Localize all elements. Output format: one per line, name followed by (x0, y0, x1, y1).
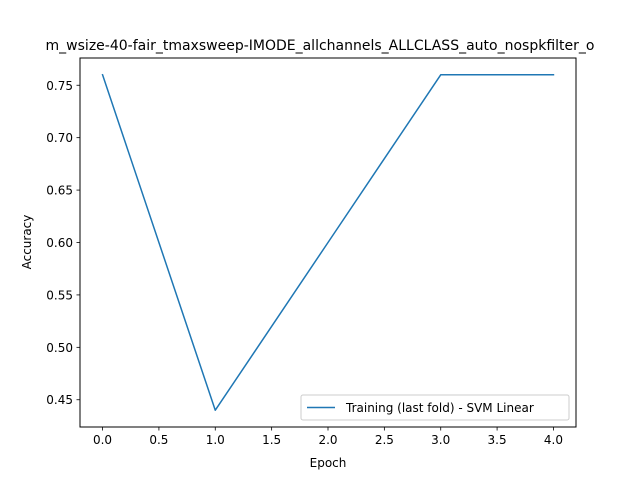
y-tick-label: 0.75 (46, 79, 73, 93)
plot-area: 0.0 0.5 1.0 1.5 2.0 2.5 3.0 3.5 4.0 0.45 0.50 0.55… (46, 57, 577, 447)
y-axis-label: Accuracy (20, 215, 34, 270)
y-axis-ticks: 0.45 0.50 0.55 0.60 0.65 0.70 0.75 (46, 79, 80, 407)
legend-label: Training (last fold) - SVM Linear (345, 401, 534, 415)
y-tick-label: 0.45 (46, 393, 73, 407)
x-tick-label: 2.5 (375, 433, 394, 447)
x-tick-label: 3.5 (488, 433, 507, 447)
x-axis-label: Epoch (310, 456, 347, 470)
x-tick-label: 0.5 (149, 433, 168, 447)
series-layer (101, 73, 555, 411)
y-tick-label: 0.55 (46, 288, 73, 302)
x-tick-label: 1.5 (262, 433, 281, 447)
x-tick-label: 2.0 (318, 433, 337, 447)
y-tick-label: 0.65 (46, 184, 73, 198)
legend: Training (last fold) - SVM Linear (300, 394, 570, 421)
chart-title: m_wsize-40-fair_tmaxsweep-IMODE_allchann… (46, 38, 595, 54)
x-tick-label: 1.0 (206, 433, 225, 447)
x-axis-ticks: 0.0 0.5 1.0 1.5 2.0 2.5 3.0 3.5 4.0 (93, 427, 563, 447)
y-tick-label: 0.70 (46, 131, 73, 145)
x-tick-label: 0.0 (93, 433, 112, 447)
y-tick-label: 0.60 (46, 236, 73, 250)
x-tick-label: 3.0 (431, 433, 450, 447)
legend-box (300, 394, 570, 421)
x-tick-label: 4.0 (544, 433, 563, 447)
series-line (101, 73, 555, 411)
y-tick-label: 0.50 (46, 341, 73, 355)
